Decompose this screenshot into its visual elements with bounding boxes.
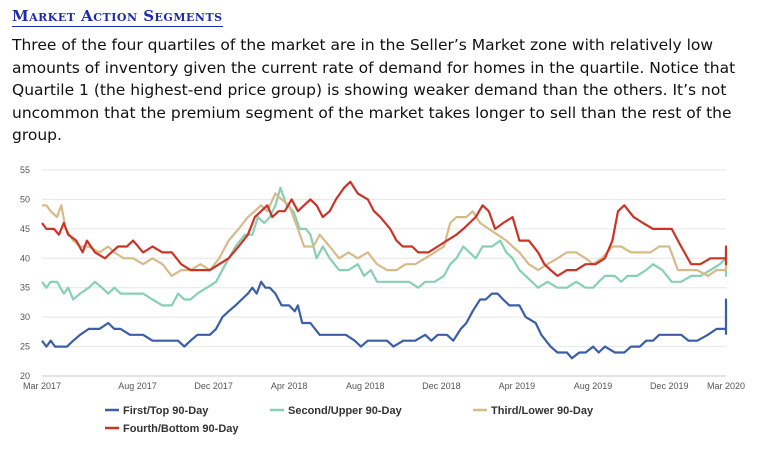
x-tick-label: Aug 2017 bbox=[118, 381, 157, 391]
y-tick-labels: 20 25 30 35 40 45 50 55 bbox=[20, 165, 30, 381]
x-tick-label: Dec 2019 bbox=[650, 381, 689, 391]
x-tick-label: Aug 2019 bbox=[574, 381, 613, 391]
x-tick-label: Apr 2019 bbox=[499, 381, 536, 391]
series-line bbox=[41, 280, 728, 360]
y-tick-label: 40 bbox=[20, 253, 30, 263]
y-tick-label: 55 bbox=[20, 165, 30, 175]
y-tick-label: 35 bbox=[20, 283, 30, 293]
description-text: Three of the four quartiles of the marke… bbox=[12, 36, 736, 144]
series-line bbox=[41, 180, 728, 277]
x-tick-label: Dec 2017 bbox=[194, 381, 233, 391]
page-title: Market Action Segments bbox=[12, 7, 223, 27]
y-tick-label: 20 bbox=[20, 371, 30, 381]
x-tick-label: Dec 2018 bbox=[422, 381, 461, 391]
y-tick-label: 25 bbox=[20, 342, 30, 352]
legend-label: Second/Upper 90-Day bbox=[288, 405, 403, 417]
y-tick-label: 50 bbox=[20, 194, 30, 204]
grid-lines bbox=[42, 169, 726, 377]
x-tick-label: Mar 2017 bbox=[23, 381, 61, 391]
x-tick-labels: Mar 2017 Aug 2017 Dec 2017 Apr 2018 Aug 2018… bbox=[23, 381, 745, 391]
x-tick-label: Aug 2018 bbox=[346, 381, 385, 391]
legend-label: Third/Lower 90-Day bbox=[491, 405, 594, 417]
series-line bbox=[42, 192, 728, 277]
x-tick-label: Apr 2018 bbox=[271, 381, 308, 391]
y-tick-label: 30 bbox=[20, 312, 30, 322]
legend: First/Top 90-Day Second/Upper 90-Day Third… bbox=[105, 405, 594, 435]
series-line bbox=[41, 186, 728, 307]
series-lines bbox=[41, 180, 728, 360]
x-tick-label: Mar 2020 bbox=[707, 381, 745, 391]
legend-label: First/Top 90-Day bbox=[123, 405, 209, 417]
legend-label: Fourth/Bottom 90-Day bbox=[123, 423, 239, 435]
y-tick-label: 45 bbox=[20, 224, 30, 234]
